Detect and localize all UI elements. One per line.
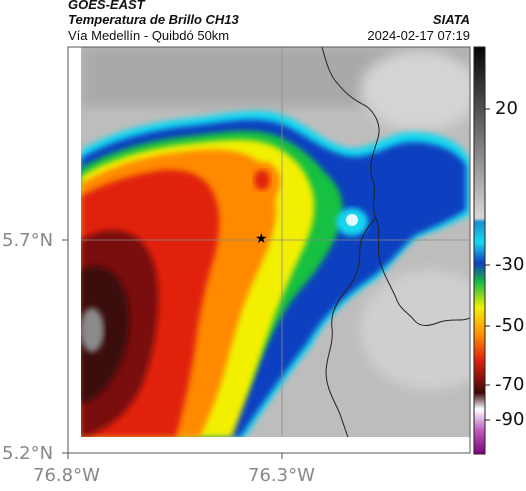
cloud-light-patch xyxy=(360,50,470,130)
reference-point-star-icon: ★ xyxy=(255,230,268,246)
route-label: Vía Medellín - Quibdó 50km xyxy=(68,28,230,43)
boundary-line-south xyxy=(325,217,377,437)
red-cell xyxy=(254,170,270,190)
overshooting-top xyxy=(81,308,104,352)
lat-tick-label: 5.2°N xyxy=(2,443,54,464)
colorbar-label: -90 xyxy=(495,409,525,430)
colorbar-label: -30 xyxy=(495,254,525,275)
organization-label: SIATA xyxy=(432,12,470,27)
lon-tick-label: 76.8°W xyxy=(33,465,100,486)
colorbar-label: -70 xyxy=(495,374,525,395)
channel-subtitle: Temperatura de Brillo CH13 xyxy=(68,12,239,27)
white-cell xyxy=(346,214,358,226)
timestamp-label: 2024-02-17 07:19 xyxy=(367,28,470,43)
colorbar-label: 20 xyxy=(495,98,518,119)
cloud-coldest-core xyxy=(81,266,129,404)
lat-tick-label: 5.7°N xyxy=(2,230,54,251)
map-border xyxy=(67,46,471,454)
colorbar-label: -50 xyxy=(495,315,525,336)
colorbar xyxy=(473,46,486,455)
product-title: GOES-EAST xyxy=(68,0,145,12)
lon-tick-label: 76.3°W xyxy=(248,465,315,486)
cloud-light-patch-south xyxy=(360,270,470,390)
